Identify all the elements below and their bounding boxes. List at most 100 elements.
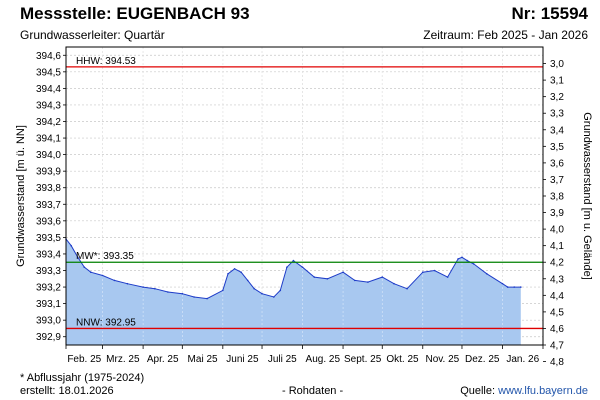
data-point [301,266,304,269]
reference-label-mw: MW*: 393.35 [76,251,134,262]
y-tick-label: 393,2 [36,283,61,294]
y-tick-label: 393,8 [36,183,61,194]
data-point [142,286,144,288]
footnote: * Abflussjahr (1975-2024) [20,372,145,384]
y-tick-label: 394,6 [36,51,61,62]
source-prefix: Quelle: [460,385,499,397]
y2-tick-label: 4,7 [550,341,564,352]
y-tick-label: 394,1 [36,134,61,145]
data-point [227,273,229,275]
data-point [313,276,316,278]
y-tick-label: 393,0 [36,316,61,327]
y2-tick-label: 3,3 [550,109,564,120]
data-point [472,263,475,265]
data-point [181,292,184,295]
y-tick-label: 394,4 [36,84,61,95]
data-point [246,279,249,282]
data-status: - Rohdaten - [282,385,344,397]
y-axis-title: Grundwasserstand [m ü. NN] [15,125,27,267]
plot-frame [65,46,544,346]
data-point [113,279,116,282]
data-point [222,289,224,292]
y2-tick-label: 3,8 [550,192,564,203]
y-tick-label: 393,9 [36,167,61,178]
data-point [466,259,469,262]
data-point [77,256,79,259]
data-point [292,259,295,262]
data-point [253,287,255,290]
x-tick-label: Mrz. 25 [106,354,140,365]
y2-tick-label: 3,9 [550,208,564,219]
series-area [66,239,521,345]
data-point [273,296,275,298]
y2-tick-label: 3,4 [550,125,564,136]
data-point [367,281,369,283]
y2-tick-label: 4,5 [550,307,564,318]
y-tick-label: 392,9 [36,332,61,343]
data-point [506,286,509,288]
data-point [90,271,92,274]
y-tick-label: 393,4 [36,249,61,260]
data-point [126,282,129,285]
x-tick-label: Mai 25 [188,354,218,365]
y-tick-label: 394,2 [36,117,61,128]
x-tick-label: Okt. 25 [386,354,419,365]
y-tick-label: 394,3 [36,100,61,111]
x-tick-label: Feb. 25 [67,354,101,365]
data-point [326,278,329,280]
source-label: Quelle: www.lfu.bayern.de [460,385,588,397]
data-point [154,287,156,290]
station-title: Messstelle: EUGENBACH 93 [20,4,250,23]
data-point [446,276,449,278]
data-point [422,271,424,274]
data-point [233,268,236,270]
y2-tick-label: 4,0 [550,225,564,236]
y-tick-label: 394,0 [36,150,61,161]
y-tick-label: 394,5 [36,67,61,78]
y2-tick-label: 4,6 [550,324,564,335]
data-point [433,269,436,272]
x-tick-label: Juli 25 [268,354,297,365]
data-point [354,279,356,282]
y-tick-label: 393,6 [36,216,61,227]
y2-tick-label: 4,8 [550,357,564,368]
data-point [486,273,488,275]
data-point [381,276,384,278]
data-point [193,296,195,298]
y2-tick-label: 4,1 [550,241,564,252]
data-point [461,256,463,259]
reference-label-hhw: HHW: 394.53 [76,56,136,67]
data-point [513,286,515,288]
y2-tick-label: 4,3 [550,274,564,285]
data-point [457,258,459,260]
y-tick-label: 393,1 [36,299,61,310]
aquifer-label: Grundwasserleiter: Quartär [20,28,165,42]
data-point [83,266,86,269]
x-tick-label: Juni 25 [226,354,259,365]
data-point [501,282,504,285]
source-link[interactable]: www.lfu.bayern.de [498,385,588,397]
data-point [261,292,263,295]
y2-tick-label: 3,7 [550,175,564,186]
series-line [65,238,521,300]
x-tick-label: Jan. 26 [506,354,539,365]
data-point [167,291,169,293]
data-point [70,244,72,247]
station-number: Nr: 15594 [511,4,588,23]
data-point [101,274,104,277]
y-tick-label: 393,3 [36,266,61,277]
data-point [520,286,522,288]
data-point [406,287,408,290]
data-point [286,266,288,269]
period-label: Zeitraum: Feb 2025 - Jan 2026 [423,28,588,42]
y2-axis-title: Grundwasserstand [m u. Gelände] [581,112,593,280]
data-point [279,289,282,292]
y2-tick-label: 3,5 [550,142,564,153]
x-tick-label: Apr. 25 [147,354,179,365]
x-tick-label: Dez. 25 [465,354,500,365]
created-date: erstellt: 18.01.2026 [20,385,114,397]
y2-tick-label: 4,2 [550,258,564,269]
y-tick-label: 393,5 [36,233,61,244]
y2-tick-label: 3,6 [550,158,564,169]
